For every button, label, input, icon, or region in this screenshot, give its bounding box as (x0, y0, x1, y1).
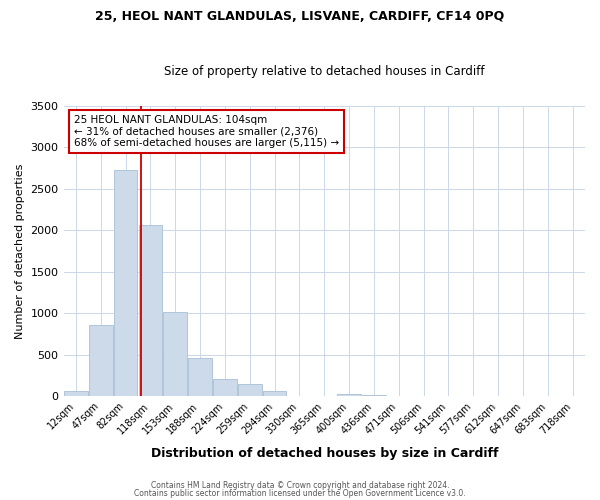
Bar (139, 226, 162, 396)
Bar (163, 312, 187, 396)
Text: Contains HM Land Registry data © Crown copyright and database right 2024.: Contains HM Land Registry data © Crown c… (151, 481, 449, 490)
Bar (337, 394, 361, 396)
Bar (89, 325, 113, 396)
Title: Size of property relative to detached houses in Cardiff: Size of property relative to detached ho… (164, 66, 485, 78)
Bar (188, 358, 212, 396)
Text: 25, HEOL NANT GLANDULAS, LISVANE, CARDIFF, CF14 0PQ: 25, HEOL NANT GLANDULAS, LISVANE, CARDIF… (95, 10, 505, 23)
Bar (362, 395, 386, 396)
X-axis label: Distribution of detached houses by size in Cardiff: Distribution of detached houses by size … (151, 447, 498, 460)
Bar (114, 170, 137, 396)
Bar (64, 392, 88, 396)
Bar (263, 391, 286, 396)
Text: 25 HEOL NANT GLANDULAS: 104sqm
← 31% of detached houses are smaller (2,376)
68% : 25 HEOL NANT GLANDULAS: 104sqm ← 31% of … (74, 115, 339, 148)
Bar (238, 384, 262, 396)
Y-axis label: Number of detached properties: Number of detached properties (15, 164, 25, 338)
Text: Contains public sector information licensed under the Open Government Licence v3: Contains public sector information licen… (134, 488, 466, 498)
Bar (213, 378, 237, 396)
